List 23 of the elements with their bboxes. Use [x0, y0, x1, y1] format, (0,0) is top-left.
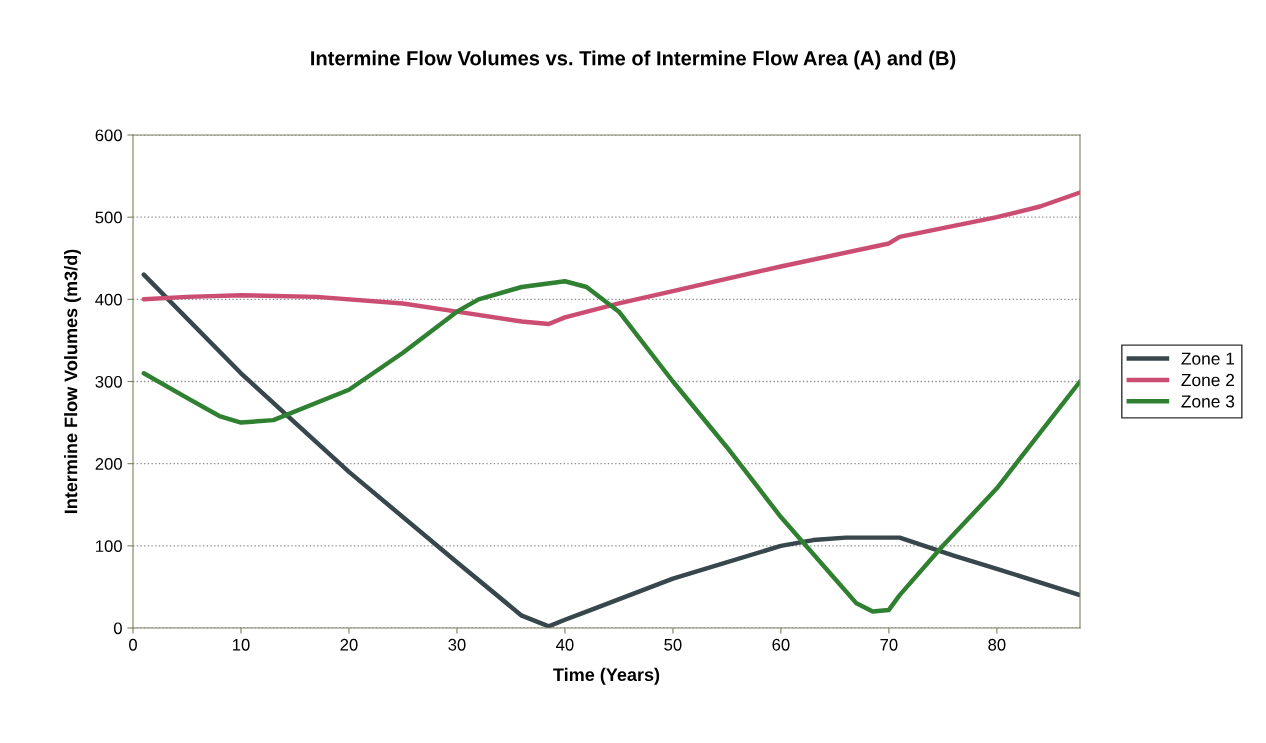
legend-label: Zone 1	[1181, 352, 1235, 365]
x-tick-label: 80	[988, 638, 1006, 651]
line-series	[141, 190, 1080, 327]
y-tick-label: 300	[95, 375, 122, 388]
y-tick-label: 400	[95, 293, 122, 306]
x-tick-label: 30	[448, 638, 466, 651]
x-tick-label: 70	[880, 638, 898, 651]
y-tick-label: 0	[113, 622, 122, 635]
x-tick-label: 40	[556, 638, 574, 651]
x-tick-label: 10	[232, 638, 250, 651]
legend-label: Zone 2	[1181, 373, 1235, 387]
x-tick-label: 50	[664, 638, 682, 651]
y-tick-label: 100	[96, 540, 122, 553]
y-tick-label: 500	[95, 211, 122, 224]
chart-title: Intermine Flow Volumes vs. Time of Intermine Flow Area (A) and (B)	[311, 50, 956, 70]
x-axis-title: Time (Years)	[553, 667, 660, 685]
x-tick-label: 0	[129, 638, 137, 651]
y-tick-label: 600	[95, 129, 122, 142]
legend-label: Zone 3	[1181, 395, 1235, 408]
y-tick-label: 200	[95, 458, 122, 470]
x-tick-label: 60	[772, 638, 790, 651]
x-tick-label: 20	[340, 638, 358, 651]
y-axis-title: Intermine Flow Volumes (m3/d)	[64, 249, 81, 514]
